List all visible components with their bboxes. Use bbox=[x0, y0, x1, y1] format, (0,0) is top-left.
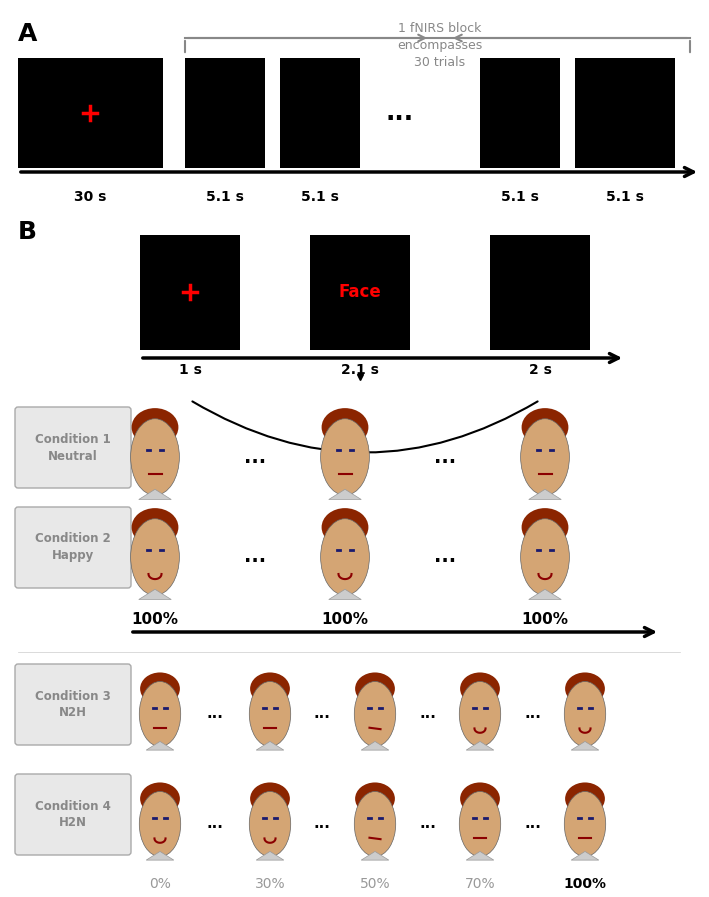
Ellipse shape bbox=[250, 791, 291, 857]
Bar bbox=[185, 58, 265, 168]
Ellipse shape bbox=[460, 782, 500, 815]
Text: Face: Face bbox=[339, 283, 381, 301]
Text: ...: ... bbox=[244, 448, 266, 466]
Ellipse shape bbox=[132, 508, 179, 546]
Text: 5.1 s: 5.1 s bbox=[206, 190, 244, 204]
Ellipse shape bbox=[322, 508, 369, 546]
Ellipse shape bbox=[250, 782, 290, 815]
Text: 100%: 100% bbox=[321, 612, 369, 627]
Polygon shape bbox=[361, 851, 389, 860]
Text: ...: ... bbox=[313, 707, 330, 721]
Polygon shape bbox=[256, 742, 284, 750]
Text: ...: ... bbox=[206, 707, 223, 721]
Text: Condition 3
N2H: Condition 3 N2H bbox=[35, 690, 111, 719]
Bar bbox=[490, 235, 590, 350]
Ellipse shape bbox=[459, 791, 501, 857]
Text: 70%: 70% bbox=[464, 877, 496, 891]
Ellipse shape bbox=[522, 508, 569, 546]
Polygon shape bbox=[529, 489, 562, 500]
Bar bbox=[310, 235, 410, 350]
Text: ...: ... bbox=[206, 816, 223, 832]
Text: Condition 1
Neutral: Condition 1 Neutral bbox=[35, 432, 111, 463]
Ellipse shape bbox=[459, 682, 501, 746]
Polygon shape bbox=[329, 589, 362, 599]
Ellipse shape bbox=[565, 673, 605, 705]
Text: 100%: 100% bbox=[522, 612, 569, 627]
Text: 30%: 30% bbox=[255, 877, 285, 891]
Ellipse shape bbox=[320, 419, 369, 495]
Polygon shape bbox=[571, 742, 599, 750]
Ellipse shape bbox=[520, 518, 569, 596]
Bar bbox=[140, 235, 240, 350]
Text: 5.1 s: 5.1 s bbox=[606, 190, 644, 204]
Ellipse shape bbox=[565, 782, 605, 815]
Ellipse shape bbox=[354, 791, 396, 857]
Polygon shape bbox=[467, 851, 493, 860]
Polygon shape bbox=[361, 742, 389, 750]
Ellipse shape bbox=[132, 408, 179, 447]
Polygon shape bbox=[571, 851, 599, 860]
Polygon shape bbox=[529, 589, 562, 599]
Ellipse shape bbox=[520, 419, 569, 495]
Text: ...: ... bbox=[434, 448, 456, 466]
Ellipse shape bbox=[522, 408, 569, 447]
Text: 2 s: 2 s bbox=[529, 363, 552, 377]
Text: ...: ... bbox=[434, 547, 456, 567]
Text: 1 fNIRS block
encompasses
30 trials: 1 fNIRS block encompasses 30 trials bbox=[397, 22, 483, 69]
Ellipse shape bbox=[140, 673, 180, 705]
Ellipse shape bbox=[250, 673, 290, 705]
Ellipse shape bbox=[355, 673, 395, 705]
FancyBboxPatch shape bbox=[15, 774, 131, 855]
Text: ...: ... bbox=[386, 101, 414, 125]
Text: ...: ... bbox=[244, 547, 266, 567]
Ellipse shape bbox=[320, 518, 369, 596]
Ellipse shape bbox=[130, 518, 179, 596]
Text: 100%: 100% bbox=[131, 612, 179, 627]
Text: 5.1 s: 5.1 s bbox=[501, 190, 539, 204]
Text: B: B bbox=[18, 220, 37, 244]
Polygon shape bbox=[146, 851, 174, 860]
Bar bbox=[575, 58, 675, 168]
Bar bbox=[18, 58, 163, 168]
Text: Condition 2
Happy: Condition 2 Happy bbox=[35, 533, 111, 562]
Polygon shape bbox=[139, 589, 172, 599]
Polygon shape bbox=[467, 742, 493, 750]
Text: Condition 4
H2N: Condition 4 H2N bbox=[35, 799, 111, 830]
Ellipse shape bbox=[355, 782, 395, 815]
Text: 100%: 100% bbox=[564, 877, 606, 891]
Ellipse shape bbox=[322, 408, 369, 447]
Text: 1 s: 1 s bbox=[179, 363, 201, 377]
Text: 30 s: 30 s bbox=[74, 190, 106, 204]
Polygon shape bbox=[139, 489, 172, 500]
Ellipse shape bbox=[130, 419, 179, 495]
Text: A: A bbox=[18, 22, 38, 46]
Text: 2.1 s: 2.1 s bbox=[341, 363, 379, 377]
Text: ...: ... bbox=[420, 816, 437, 832]
Polygon shape bbox=[329, 489, 362, 500]
Ellipse shape bbox=[564, 791, 605, 857]
Text: 0%: 0% bbox=[149, 877, 171, 891]
Ellipse shape bbox=[139, 791, 181, 857]
Bar bbox=[280, 58, 360, 168]
Polygon shape bbox=[146, 742, 174, 750]
Text: ...: ... bbox=[525, 816, 542, 832]
Text: ...: ... bbox=[313, 816, 330, 832]
Ellipse shape bbox=[140, 782, 180, 815]
Ellipse shape bbox=[250, 682, 291, 746]
FancyBboxPatch shape bbox=[15, 407, 131, 488]
FancyBboxPatch shape bbox=[15, 507, 131, 588]
Text: 50%: 50% bbox=[359, 877, 391, 891]
FancyBboxPatch shape bbox=[15, 664, 131, 745]
Ellipse shape bbox=[460, 673, 500, 705]
Ellipse shape bbox=[354, 682, 396, 746]
Bar bbox=[480, 58, 560, 168]
Polygon shape bbox=[256, 851, 284, 860]
Ellipse shape bbox=[139, 682, 181, 746]
Ellipse shape bbox=[564, 682, 605, 746]
Text: ...: ... bbox=[525, 707, 542, 721]
Text: 5.1 s: 5.1 s bbox=[301, 190, 339, 204]
Text: ...: ... bbox=[420, 707, 437, 721]
